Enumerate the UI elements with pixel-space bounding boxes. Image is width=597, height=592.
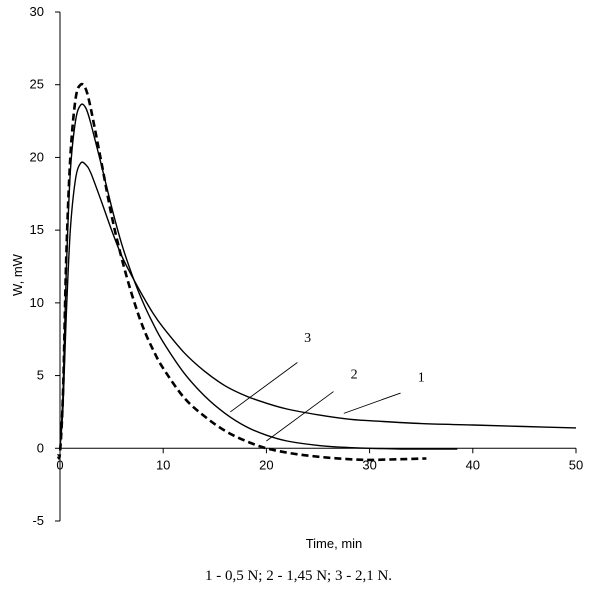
y-tick-label: 25	[30, 77, 44, 92]
chart-caption: 1 - 0,5 N; 2 - 1,45 N; 3 - 2,1 N.	[204, 568, 393, 584]
annotation-label-3: 3	[304, 331, 311, 346]
series-layer	[56, 82, 577, 462]
annotation-layer: 1 2 3	[230, 331, 425, 442]
x-tick-label: 20	[259, 457, 273, 472]
y-axis-label: W, mW	[10, 253, 25, 296]
x-tick-label: 50	[569, 457, 583, 472]
y-tick-label: 10	[30, 295, 44, 310]
y-tick-label: 20	[30, 149, 44, 164]
y-tick-label: 30	[30, 4, 44, 19]
y-tick-label: -5	[32, 513, 44, 528]
x-tick-label: 0	[56, 457, 63, 472]
annotation-label-1: 1	[418, 370, 425, 385]
annotation-leader-2	[266, 391, 334, 442]
x-tick-label: 10	[156, 457, 170, 472]
y-tick-label: 0	[37, 440, 44, 455]
series-line-2	[59, 103, 458, 450]
series-line-3	[56, 82, 427, 462]
annotation-label-2: 2	[351, 367, 358, 382]
annotation-leader-3	[230, 362, 298, 413]
y-tick-label: 15	[30, 222, 44, 237]
x-axis-label: Time, min	[306, 536, 363, 551]
x-tick-label: 40	[466, 457, 480, 472]
annotation-leader-1	[343, 392, 401, 414]
series-line-1	[59, 161, 577, 449]
y-tick-label: 5	[37, 368, 44, 383]
